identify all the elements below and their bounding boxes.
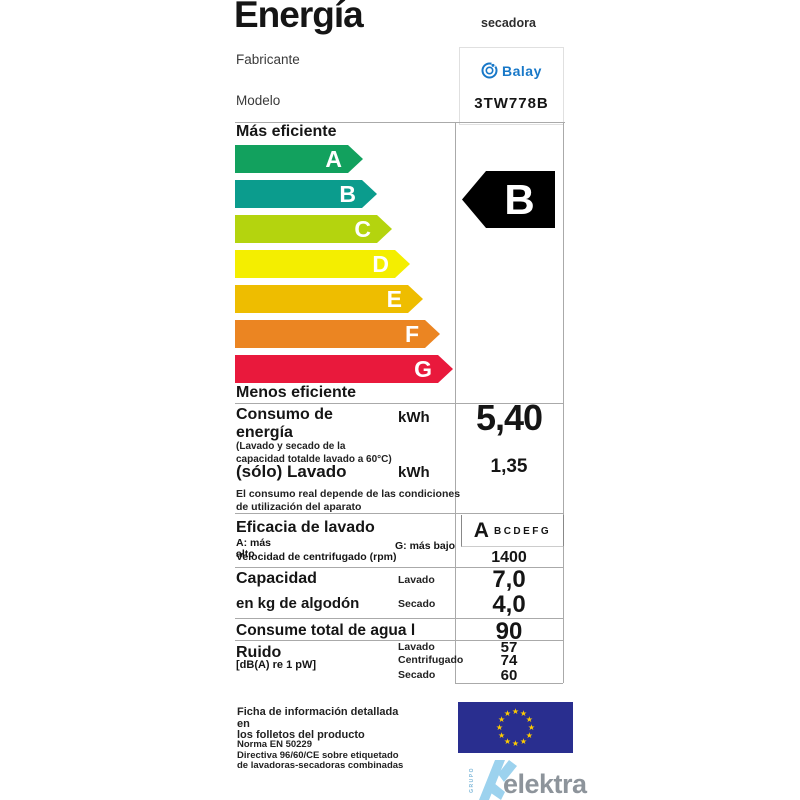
efficiency-arrow-e: E <box>235 285 423 313</box>
capacity-drying-value: 4,0 <box>492 591 526 618</box>
arrow-letter-e: E <box>386 286 402 312</box>
kwh-unit-washing: kWh <box>398 464 430 481</box>
eu-star-icon: ★ <box>519 736 528 746</box>
brand-name: Balay <box>502 62 542 79</box>
brand-box <box>459 47 564 125</box>
efficiency-arrow-g: G <box>235 355 453 383</box>
eu-star-icon: ★ <box>525 714 533 724</box>
less-efficient-label: Menos eficiente <box>236 384 357 401</box>
noise-washing-value: 57 <box>500 639 518 656</box>
efficiency-arrow-b: B <box>235 180 377 208</box>
more-efficient-label: Más eficiente <box>236 123 337 140</box>
divider <box>235 403 563 404</box>
efficiency-arrow-a: A <box>235 145 363 173</box>
washing-grade-scale: BCDEFG <box>493 526 552 537</box>
arrow-letter-d: D <box>372 251 389 277</box>
disclaimer-line2: de utilización del aparato <box>236 501 362 513</box>
model-label: Modelo <box>236 93 281 108</box>
elektra-name: elektra <box>503 769 587 799</box>
eu-star-icon: ★ <box>519 708 528 718</box>
washing-grade: A <box>473 518 489 542</box>
efficiency-arrow-d: D <box>235 250 410 278</box>
washing-grade-box: A BCDEFG <box>461 515 564 547</box>
eu-star-icon: ★ <box>527 722 536 732</box>
rating-letter: B <box>504 175 535 223</box>
noise-drying-value: 60 <box>500 667 518 684</box>
footer-line1: Ficha de información detallada <box>237 706 399 718</box>
spin-speed-label: Velocidad de centrifugado (rpm) <box>236 551 397 563</box>
divider <box>235 513 563 514</box>
appliance-type: secadora <box>481 16 536 30</box>
eu-flag-icon: ★ ★ ★ ★ ★ ★ ★ ★ ★ ★ ★ ★ <box>458 702 573 753</box>
model-value: 3TW778B <box>474 95 549 112</box>
noise-unit: [dB(A) re 1 pW] <box>236 659 317 671</box>
noise-label: Ruido <box>236 644 282 661</box>
rating-arrow: B <box>462 171 555 228</box>
scale-high-overlap: alto <box>236 548 255 560</box>
scale-high-label: A: más <box>236 537 272 549</box>
divider <box>455 683 563 684</box>
efficiency-arrow-c: C <box>235 215 392 243</box>
capacity-drying-label: Secado <box>398 598 436 610</box>
footer-directive: Norma EN 50229 Directiva 96/60/CE sobre … <box>237 739 404 772</box>
capacity-label: Capacidad <box>236 570 317 587</box>
eu-star-icon: ★ <box>498 714 506 724</box>
capacity-washing-label: Lavado <box>398 574 435 586</box>
spin-speed-label-group: alto Velocidad de centrifugado (rpm) <box>236 548 456 564</box>
footer-line3: los folletos del producto <box>237 729 365 741</box>
eu-star-icon: ★ <box>525 730 533 740</box>
kwh-unit-total: kWh <box>398 409 430 426</box>
footer-info: Ficha de información detallada en los fo… <box>237 706 399 742</box>
manufacturer-label: Fabricante <box>236 52 300 67</box>
noise-spin-value: 74 <box>500 652 518 669</box>
disclaimer-line1: El consumo real depende de las condicion… <box>236 488 461 500</box>
eu-star-icon: ★ <box>511 706 520 716</box>
divider <box>235 122 565 123</box>
capacity-sub-label: en kg de algodón <box>236 595 360 612</box>
arrow-letter-a: A <box>325 146 342 172</box>
energy-note-line2: capacidad totalde lavado a 60°C) <box>236 454 392 465</box>
divider <box>235 640 563 641</box>
energy-note-line1: (Lavado y secado de la <box>236 441 346 452</box>
energy-note: (Lavado y secado de la capacidad totalde… <box>236 440 392 466</box>
footer-line4: Norma EN 50229 <box>237 739 312 750</box>
footer-line2: en <box>237 717 250 730</box>
efficiency-scale: A B C D E F G <box>235 145 453 390</box>
energy-consumption-label: Consumo de energía <box>236 406 333 441</box>
arrow-letter-b: B <box>339 181 356 207</box>
divider <box>235 567 563 568</box>
page-title: Energía <box>234 0 364 35</box>
efficiency-arrow-f: F <box>235 320 440 348</box>
eu-star-icon: ★ <box>503 708 512 718</box>
footer-line6: de lavadoras-secadoras combinadas <box>237 760 404 771</box>
value-column-right-border <box>563 122 564 683</box>
noise-spin-label: Centrifugado <box>398 654 464 666</box>
noise-drying-label: Secado <box>398 669 436 681</box>
eu-star-icon: ★ <box>511 738 520 748</box>
elektra-logo-icon <box>479 760 517 800</box>
spin-speed-value: 1400 <box>491 549 527 566</box>
divider <box>235 618 563 619</box>
energy-washing-value: 1,35 <box>490 456 528 477</box>
value-column-left-border <box>455 122 456 683</box>
arrow-letter-c: C <box>354 216 371 242</box>
water-label: Consume total de agua l <box>236 622 416 639</box>
scale-low-label: G: más bajo <box>395 540 456 552</box>
arrow-letter-f: F <box>404 321 419 347</box>
consumption-disclaimer: El consumo real depende de las condicion… <box>236 488 460 514</box>
noise-washing-label: Lavado <box>398 641 435 653</box>
eu-star-icon: ★ <box>498 730 506 740</box>
washing-performance-label: Eficacia de lavado <box>236 519 375 536</box>
eu-star-icon: ★ <box>495 722 504 732</box>
footer-line5: Directiva 96/60/CE sobre etiquetado <box>237 749 399 761</box>
balay-logo-icon <box>481 62 498 79</box>
capacity-washing-value: 7,0 <box>492 566 526 593</box>
elektra-logo: GRUPO elektra <box>455 757 587 800</box>
arrow-letter-g: G <box>414 356 432 382</box>
brand-logo: Balay <box>481 62 542 79</box>
washing-only-label: (sólo) Lavado <box>236 462 347 481</box>
eu-star-icon: ★ <box>503 736 512 746</box>
energy-total-value: 5,40 <box>475 397 543 438</box>
